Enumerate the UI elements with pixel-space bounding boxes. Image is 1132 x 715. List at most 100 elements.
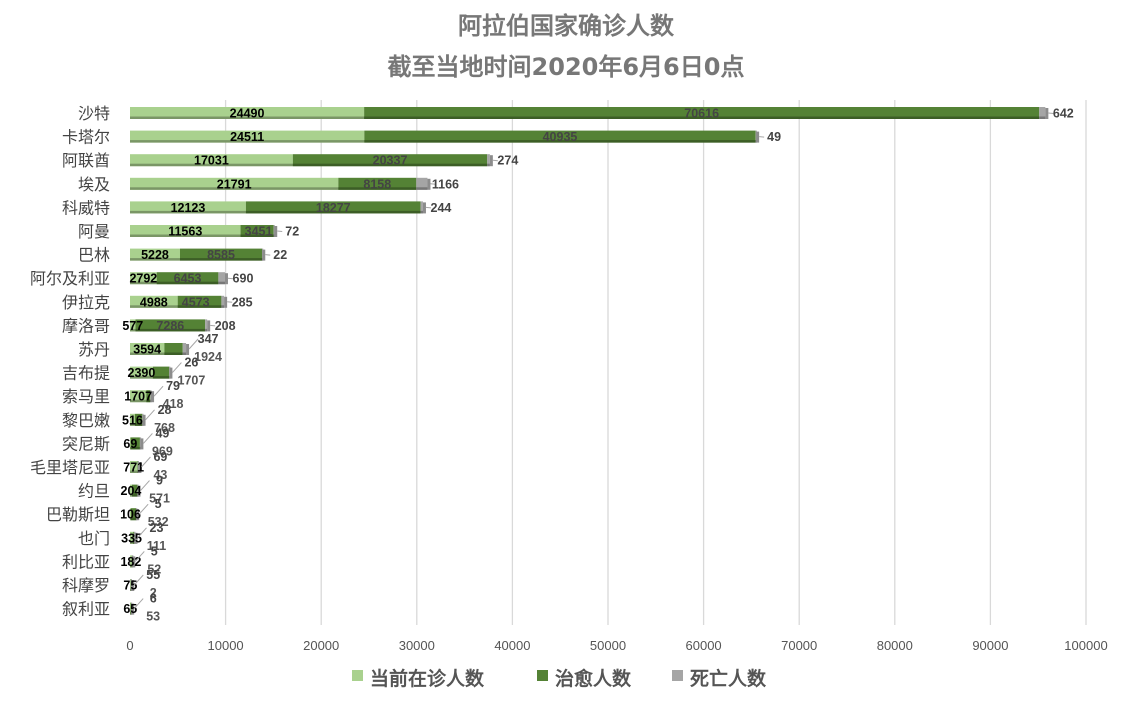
data-label-current: 24490	[230, 107, 265, 121]
bar-segment-shadow	[130, 352, 165, 355]
leader-line	[277, 230, 283, 232]
data-label-recovered: 8585	[207, 248, 235, 262]
bar-segment	[130, 555, 132, 568]
bar-segment	[364, 130, 756, 143]
x-axis-ticks: 0 10000 20000 30000 40000 50000 60000 70000 8000…	[126, 638, 1107, 653]
bar-segment-shadow	[245, 210, 421, 214]
data-label-recovered: 53	[146, 610, 160, 624]
category-label: 摩洛哥	[62, 316, 110, 335]
bar-segment	[152, 366, 170, 379]
data-label-current: 11563	[168, 225, 202, 239]
data-label-current: 2390	[128, 366, 156, 380]
bar-segment	[130, 225, 241, 237]
bar-segment-shadow	[364, 140, 756, 143]
bar-segment	[130, 484, 132, 497]
bar-segment	[273, 225, 275, 237]
bar-segment-shadow	[130, 423, 135, 426]
bar-segment	[130, 508, 132, 521]
category-label: 巴林	[78, 246, 110, 265]
data-label-recovered: 20337	[373, 154, 408, 168]
bar-segment-shadow	[130, 588, 131, 591]
bar-end-cap	[137, 485, 141, 497]
bar-segment	[130, 390, 147, 403]
category-label: 毛里塔尼亚	[30, 458, 110, 477]
data-label-deaths: 5	[151, 544, 158, 558]
leader-line	[425, 206, 432, 209]
data-label-current: 516	[122, 413, 143, 427]
bar-segment-shadow	[130, 305, 178, 308]
bar-segment	[292, 154, 488, 167]
data-label-deaths: 49	[767, 130, 781, 144]
bar-segment	[150, 390, 152, 403]
bar-segment	[164, 343, 183, 355]
data-label-deaths: 22	[273, 248, 287, 262]
data-label-recovered: 52	[147, 562, 161, 576]
bar-segment-shadow	[177, 305, 222, 308]
bar-end-cap	[142, 414, 146, 426]
data-label-current: 106	[120, 508, 141, 522]
data-label-recovered: 70616	[684, 107, 719, 121]
category-label: 突尼斯	[62, 434, 110, 453]
data-label-recovered: 532	[148, 515, 169, 529]
bar-end-cap	[422, 202, 426, 214]
data-label-current: 5228	[141, 248, 169, 262]
bar-segment-shadow	[338, 187, 417, 190]
legend-swatch	[537, 670, 548, 681]
data-label-recovered: 111	[147, 539, 167, 553]
data-label-recovered: 1924	[194, 350, 222, 364]
bar-segment	[130, 413, 135, 426]
data-label-current: 75	[123, 579, 137, 593]
leader-line	[227, 301, 233, 303]
category-label: 埃及	[78, 175, 110, 194]
bar-segment	[240, 225, 274, 237]
leader-line	[134, 551, 145, 562]
bar-segment-shadow	[150, 399, 152, 403]
x-tick-label: 0	[126, 638, 133, 653]
bar-segment-shadow	[221, 305, 225, 308]
leader-line	[141, 456, 151, 468]
bar-end-cap	[427, 178, 431, 190]
leader-line	[145, 409, 155, 421]
bar-segment-shadow	[130, 140, 365, 143]
data-label-recovered: 40935	[543, 130, 578, 144]
data-label-recovered: 418	[163, 397, 184, 411]
bar-segment-shadow	[164, 352, 183, 355]
bar-segment-shadow	[130, 116, 365, 119]
bar-segment	[487, 154, 490, 167]
bar-end-cap	[140, 438, 144, 450]
bar-segment-shadow	[133, 541, 135, 544]
data-label-current: 4988	[140, 295, 168, 309]
bar-end-cap	[756, 131, 760, 143]
category-label: 科威特	[62, 198, 110, 217]
category-label: 约旦	[78, 482, 110, 501]
bar-segment-shadow	[416, 187, 428, 190]
category-label: 利比亚	[62, 552, 110, 571]
bar-segment	[416, 177, 428, 190]
data-label-deaths: 9	[156, 474, 163, 488]
data-label-recovered: 1707	[178, 374, 206, 388]
bar-segment-shadow	[134, 423, 143, 426]
bar-segment-shadow	[487, 163, 490, 167]
data-label-deaths: 690	[233, 272, 254, 286]
bar-segment-shadow	[205, 328, 208, 332]
data-label-recovered: 2	[150, 586, 157, 600]
bar-segment	[130, 437, 131, 450]
bar-segment	[130, 177, 339, 190]
x-tick-label: 90000	[972, 638, 1008, 653]
leader-line	[210, 324, 216, 327]
bar-segment	[130, 343, 165, 355]
bar-segment	[130, 602, 132, 615]
leader-line	[227, 277, 234, 280]
data-label-deaths: 347	[198, 332, 219, 346]
category-label: 卡塔尔	[62, 128, 110, 147]
bar-segment-shadow	[273, 234, 275, 237]
bar-segment	[130, 248, 180, 261]
bar-segment-shadow	[137, 470, 139, 473]
leader-line	[1048, 112, 1054, 114]
leader-line	[140, 480, 150, 491]
bar-end-cap	[207, 320, 211, 332]
bar-segment	[146, 390, 151, 403]
data-label-deaths: 28	[158, 403, 172, 417]
